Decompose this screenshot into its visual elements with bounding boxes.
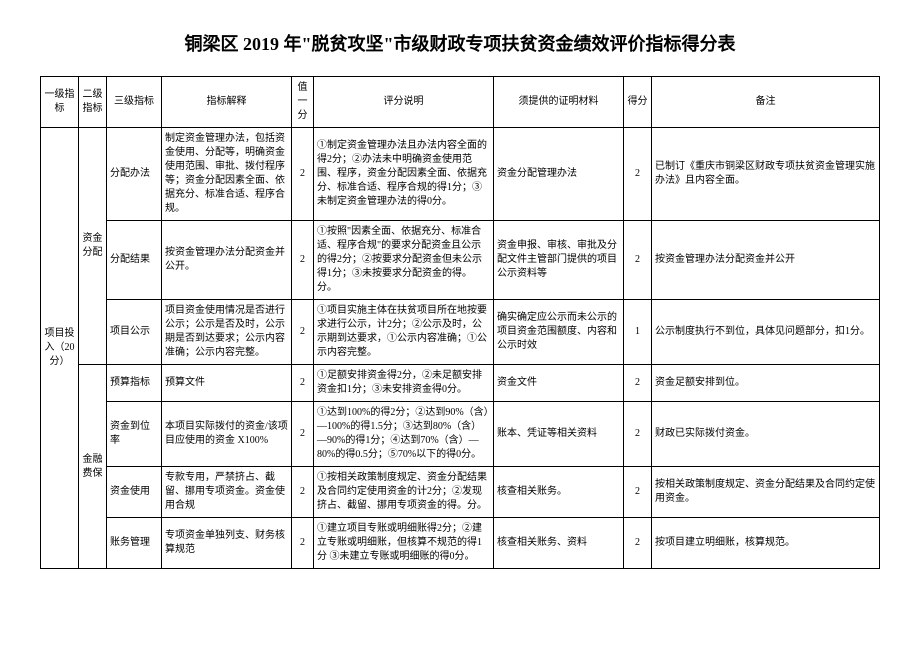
table-row: 金融费保 预算指标 预算文件 2 ①足额安排资金得2分，②未足额安排资金扣1分；… [41, 365, 880, 402]
desc-cell: 制定资金管理办法，包括资金使用、分配等，明确资金使用范围、审批、拨付程序等；资金… [162, 128, 292, 221]
desc-cell: 按资金管理办法分配资金并公开。 [162, 221, 292, 300]
notes-cell: 资金足额安排到位。 [652, 365, 880, 402]
level2-cell: 金融费保 [79, 365, 107, 569]
level3-cell: 资金使用 [107, 467, 162, 518]
explanation-cell: ①达到100%的得2分；②达到90%（含）—100%的得1.5分；③达到80%（… [314, 402, 494, 467]
table-row: 项目投入（20分） 资金分配 分配办法 制定资金管理办法，包括资金使用、分配等，… [41, 128, 880, 221]
materials-cell: 资金申报、审核、审批及分配文件主管部门提供的项目公示资料等 [494, 221, 624, 300]
header-level2: 二级指标 [79, 77, 107, 128]
level3-cell: 分配办法 [107, 128, 162, 221]
page-title: 铜梁区 2019 年"脱贫攻坚"市级财政专项扶贫资金绩效评价指标得分表 [40, 30, 880, 56]
score-cell: 2 [624, 365, 652, 402]
value-cell: 2 [292, 365, 314, 402]
table-row: 项目公示 项目资金使用情况是否进行公示；公示是否及时，公示期是否到达要求；公示内… [41, 300, 880, 365]
score-table: 一级指标 二级指标 三级指标 指标解释 值一分 评分说明 须提供的证明材料 得分… [40, 76, 880, 569]
table-row: 资金使用 专款专用，严禁挤占、截留、挪用专项资金。资金使用合规 2 ①按相关政策… [41, 467, 880, 518]
notes-cell: 公示制度执行不到位，具体见问题部分，扣1分。 [652, 300, 880, 365]
level3-cell: 资金到位率 [107, 402, 162, 467]
materials-cell: 核查相关账务。 [494, 467, 624, 518]
notes-cell: 已制订《重庆市铜梁区财政专项扶贫资金管理实施办法》且内容全面。 [652, 128, 880, 221]
value-cell: 2 [292, 128, 314, 221]
header-notes: 备注 [652, 77, 880, 128]
materials-cell: 确实确定应公示而未公示的项目资金范围额度、内容和公示时效 [494, 300, 624, 365]
materials-cell: 核查相关账务、资料 [494, 518, 624, 569]
level1-cell: 项目投入（20分） [41, 128, 79, 569]
level3-cell: 项目公示 [107, 300, 162, 365]
notes-cell: 财政已实际拨付资金。 [652, 402, 880, 467]
header-value: 值一分 [292, 77, 314, 128]
header-description: 指标解释 [162, 77, 292, 128]
table-row: 分配结果 按资金管理办法分配资金并公开。 2 ①按照"因素全面、依据充分、标准合… [41, 221, 880, 300]
table-row: 账务管理 专项资金单独列支、财务核算规范 2 ①建立项目专账或明细账得2分；②建… [41, 518, 880, 569]
explanation-cell: ①按照"因素全面、依据充分、标准合适、程序合规"的要求分配资金且公示的得2分；②… [314, 221, 494, 300]
value-cell: 2 [292, 467, 314, 518]
level3-cell: 账务管理 [107, 518, 162, 569]
value-cell: 2 [292, 402, 314, 467]
table-row: 资金到位率 本项目实际拨付的资金/该项目应使用的资金 X100% 2 ①达到10… [41, 402, 880, 467]
value-cell: 2 [292, 300, 314, 365]
header-level3: 三级指标 [107, 77, 162, 128]
score-cell: 2 [624, 402, 652, 467]
materials-cell: 账本、凭证等相关资料 [494, 402, 624, 467]
explanation-cell: ①足额安排资金得2分，②未足额安排资金扣1分；③未安排资金得0分。 [314, 365, 494, 402]
materials-cell: 资金分配管理办法 [494, 128, 624, 221]
notes-cell: 按资金管理办法分配资金并公开 [652, 221, 880, 300]
level2-cell: 资金分配 [79, 128, 107, 365]
explanation-cell: ①项目实施主体在扶贫项目所在地按要求进行公示，计2分；②公示及时，公示期到达要求… [314, 300, 494, 365]
score-cell: 2 [624, 128, 652, 221]
header-score: 得分 [624, 77, 652, 128]
notes-cell: 按相关政策制度规定、资金分配结果及合同约定使用资金。 [652, 467, 880, 518]
value-cell: 2 [292, 518, 314, 569]
header-explanation: 评分说明 [314, 77, 494, 128]
notes-cell: 按项目建立明细账，核算规范。 [652, 518, 880, 569]
score-cell: 1 [624, 300, 652, 365]
score-cell: 2 [624, 518, 652, 569]
header-level1: 一级指标 [41, 77, 79, 128]
explanation-cell: ①制定资金管理办法且办法内容全面的得2分；②办法未中明确资金使用范围、程序，资金… [314, 128, 494, 221]
level3-cell: 预算指标 [107, 365, 162, 402]
explanation-cell: ①按相关政策制度规定、资金分配结果及合同约定使用资金的计2分；②发现挤占、截留、… [314, 467, 494, 518]
table-header-row: 一级指标 二级指标 三级指标 指标解释 值一分 评分说明 须提供的证明材料 得分… [41, 77, 880, 128]
desc-cell: 本项目实际拨付的资金/该项目应使用的资金 X100% [162, 402, 292, 467]
score-cell: 2 [624, 467, 652, 518]
score-cell: 2 [624, 221, 652, 300]
desc-cell: 专款专用，严禁挤占、截留、挪用专项资金。资金使用合规 [162, 467, 292, 518]
explanation-cell: ①建立项目专账或明细账得2分；②建立专账或明细账，但核算不规范的得1分 ③未建立… [314, 518, 494, 569]
value-cell: 2 [292, 221, 314, 300]
materials-cell: 资金文件 [494, 365, 624, 402]
header-materials: 须提供的证明材料 [494, 77, 624, 128]
level3-cell: 分配结果 [107, 221, 162, 300]
desc-cell: 项目资金使用情况是否进行公示；公示是否及时，公示期是否到达要求；公示内容准确；公… [162, 300, 292, 365]
desc-cell: 专项资金单独列支、财务核算规范 [162, 518, 292, 569]
desc-cell: 预算文件 [162, 365, 292, 402]
